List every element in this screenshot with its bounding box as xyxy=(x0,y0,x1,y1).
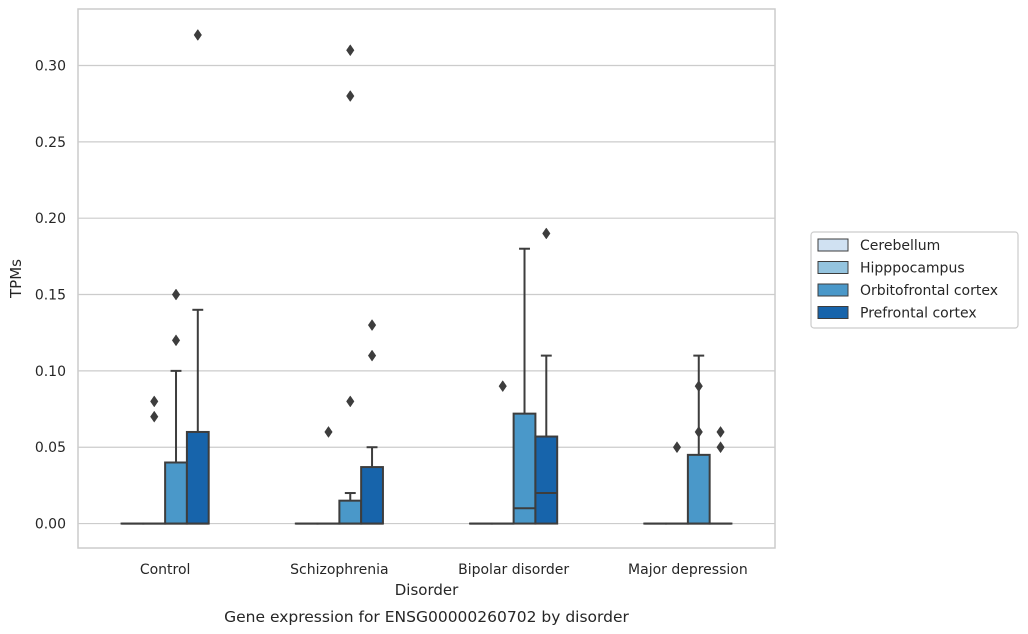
y-tick-label: 0.05 xyxy=(35,440,66,456)
outlier-point xyxy=(672,441,682,454)
y-tick-label: 0.20 xyxy=(35,211,66,227)
y-tick-label: 0.25 xyxy=(35,135,66,151)
box-series xyxy=(120,29,733,525)
box-1-1 xyxy=(316,426,341,525)
legend-label: Cerebellum xyxy=(860,238,940,254)
box-2-3 xyxy=(686,354,711,525)
x-tick-label: Bipolar disorder xyxy=(458,562,569,578)
outlier-point xyxy=(150,395,159,408)
outlier-point xyxy=(694,380,703,393)
y-tick-label: 0.15 xyxy=(35,288,66,304)
x-axis-label: Disorder xyxy=(395,581,459,599)
box-1-3 xyxy=(665,441,689,525)
x-axis-ticks: Control Schizophrenia Bipolar disorder Majo… xyxy=(140,562,748,578)
outlier-point xyxy=(367,319,377,332)
x-tick-label: Control xyxy=(140,562,191,578)
box-body xyxy=(534,435,559,525)
box-2-2 xyxy=(512,247,537,525)
box-3-3 xyxy=(708,426,733,525)
box-2-0 xyxy=(164,288,188,525)
box-2-1 xyxy=(338,44,363,525)
box-1-2 xyxy=(490,380,515,525)
legend-swatch xyxy=(817,283,849,297)
chart-caption: Gene expression for ENSG00000260702 by d… xyxy=(224,608,629,626)
box-3-0 xyxy=(185,29,210,525)
outlier-point xyxy=(716,426,725,438)
outlier-point xyxy=(498,380,507,393)
box-3-1 xyxy=(360,319,384,525)
box-1-0 xyxy=(142,395,167,525)
y-tick-label: 0.10 xyxy=(35,364,66,380)
outlier-point xyxy=(324,426,333,438)
y-tick-label: 0.30 xyxy=(35,58,66,74)
box-body xyxy=(164,461,188,525)
outlier-point xyxy=(171,288,181,301)
box-body xyxy=(512,412,537,525)
legend-label: Prefrontal cortex xyxy=(860,306,977,322)
box-3-2 xyxy=(534,227,559,525)
outlier-point xyxy=(542,227,551,240)
box-body xyxy=(686,453,711,525)
outlier-point xyxy=(193,29,202,41)
outlier-point xyxy=(367,349,377,362)
legend-swatch xyxy=(817,306,849,319)
outlier-point xyxy=(150,410,159,423)
legend-label: Hipppocampus xyxy=(860,261,965,277)
gridlines xyxy=(78,64,775,525)
legend: Cerebellum Hipppocampus Orbitofrontal cort… xyxy=(810,231,1019,329)
y-tick-label: 0.00 xyxy=(35,517,66,533)
outlier-point xyxy=(171,334,181,347)
legend-label: Orbitofrontal cortex xyxy=(860,283,998,299)
box-body xyxy=(185,430,210,525)
plot-area-frame xyxy=(77,8,776,549)
outlier-point xyxy=(346,44,355,57)
legend-swatch xyxy=(817,261,849,274)
outlier-point xyxy=(346,90,355,102)
y-axis-label: TPMs xyxy=(7,259,25,299)
x-tick-label: Schizophrenia xyxy=(290,562,388,578)
outlier-point xyxy=(694,426,703,438)
legend-frame xyxy=(810,231,1019,329)
outlier-point xyxy=(716,441,725,454)
legend-swatch xyxy=(817,238,849,252)
box-body xyxy=(360,466,384,525)
x-tick-label: Major depression xyxy=(628,562,748,578)
box-body xyxy=(338,499,363,525)
y-axis-ticks: 0.00 0.05 0.10 0.15 0.20 0.25 0.30 xyxy=(35,58,66,532)
outlier-point xyxy=(346,395,355,408)
